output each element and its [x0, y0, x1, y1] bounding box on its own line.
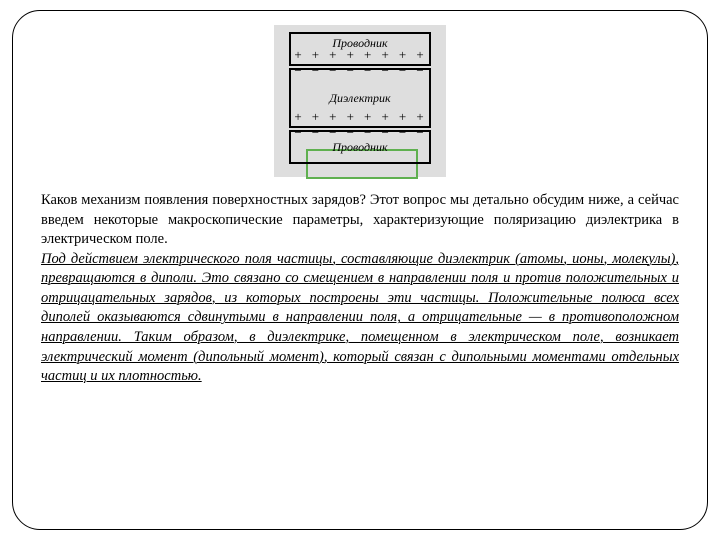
paragraph-intro: Каков механизм появления поверхностных з…: [41, 191, 679, 250]
svg-text:−: −: [312, 125, 319, 140]
svg-text:+: +: [294, 47, 301, 62]
svg-text:+: +: [399, 47, 406, 62]
slide-frame: Проводник Диэлектрик Проводник ++++++++−…: [12, 10, 708, 530]
svg-text:+: +: [329, 47, 336, 62]
svg-text:−: −: [347, 63, 354, 78]
label-dielectric: Диэлектрик: [328, 91, 391, 105]
svg-text:−: −: [294, 125, 301, 140]
svg-text:−: −: [399, 63, 406, 78]
svg-text:+: +: [381, 109, 388, 124]
label-top-conductor: Проводник: [331, 36, 388, 50]
svg-text:−: −: [347, 125, 354, 140]
dielectric-diagram: Проводник Диэлектрик Проводник ++++++++−…: [274, 25, 446, 177]
svg-text:−: −: [381, 125, 388, 140]
diagram-container: Проводник Диэлектрик Проводник ++++++++−…: [41, 25, 679, 177]
svg-text:−: −: [329, 125, 336, 140]
svg-text:−: −: [364, 63, 371, 78]
svg-text:+: +: [381, 47, 388, 62]
svg-text:+: +: [364, 47, 371, 62]
svg-text:−: −: [399, 125, 406, 140]
svg-text:−: −: [416, 63, 423, 78]
svg-text:+: +: [312, 109, 319, 124]
svg-text:−: −: [381, 63, 388, 78]
svg-text:+: +: [294, 109, 301, 124]
svg-text:−: −: [364, 125, 371, 140]
svg-text:+: +: [312, 47, 319, 62]
diagram-svg: Проводник Диэлектрик Проводник ++++++++−…: [274, 25, 446, 177]
svg-text:+: +: [347, 47, 354, 62]
svg-text:+: +: [364, 109, 371, 124]
svg-text:+: +: [416, 47, 423, 62]
svg-text:−: −: [312, 63, 319, 78]
label-bottom-conductor: Проводник: [331, 140, 388, 154]
svg-text:+: +: [347, 109, 354, 124]
svg-text:−: −: [294, 63, 301, 78]
svg-text:−: −: [329, 63, 336, 78]
svg-text:+: +: [399, 109, 406, 124]
paragraph-explanation: Под действием электрического поля частиц…: [41, 250, 679, 387]
svg-text:−: −: [416, 125, 423, 140]
svg-text:+: +: [416, 109, 423, 124]
svg-text:+: +: [329, 109, 336, 124]
